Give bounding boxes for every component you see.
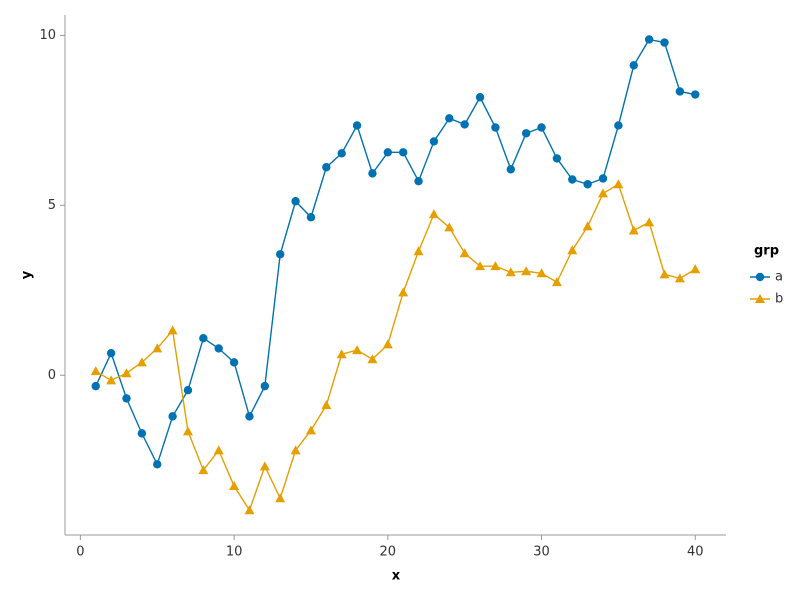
point	[168, 412, 177, 421]
point	[121, 368, 132, 378]
point	[290, 445, 301, 455]
point	[229, 358, 239, 367]
point	[244, 505, 255, 515]
point	[582, 221, 593, 231]
y-axis-title: y	[20, 270, 35, 279]
point	[214, 344, 223, 353]
point	[136, 357, 147, 367]
point	[352, 121, 362, 130]
legend-marker	[755, 294, 765, 303]
point	[106, 375, 117, 385]
point	[659, 269, 670, 279]
point	[367, 354, 378, 364]
point	[583, 180, 592, 189]
x-tick-label: 0	[76, 545, 84, 560]
point	[629, 61, 638, 70]
point	[521, 266, 532, 276]
point	[137, 429, 147, 438]
point	[552, 154, 562, 163]
point	[352, 345, 363, 355]
point	[551, 277, 562, 287]
point	[152, 343, 163, 353]
point	[429, 137, 439, 146]
point	[521, 129, 531, 138]
point	[306, 213, 316, 222]
legend-label: a	[775, 270, 783, 285]
point	[182, 426, 193, 436]
point	[460, 120, 469, 129]
point	[198, 465, 209, 475]
point	[122, 394, 131, 403]
legend-marker	[755, 272, 765, 282]
x-tick-label: 10	[226, 545, 243, 560]
y-tick-label: 10	[39, 28, 56, 43]
point	[398, 148, 408, 157]
point	[536, 268, 547, 278]
point	[414, 176, 423, 186]
point	[199, 334, 208, 343]
point	[90, 366, 101, 376]
point	[413, 246, 424, 256]
point	[428, 209, 439, 219]
point	[275, 493, 286, 503]
point	[305, 425, 316, 435]
point	[229, 481, 240, 491]
point	[382, 339, 393, 349]
point	[674, 273, 685, 283]
y-tick-label: 0	[48, 368, 56, 383]
point	[537, 123, 546, 132]
point	[628, 225, 639, 235]
point	[291, 197, 300, 206]
point	[153, 460, 162, 469]
x-tick-label: 40	[687, 545, 704, 560]
point	[276, 250, 285, 259]
point	[690, 264, 701, 274]
x-tick-label: 20	[380, 545, 397, 560]
legend-title: grp	[754, 244, 779, 259]
point	[183, 386, 193, 395]
point	[245, 412, 254, 421]
point	[614, 121, 623, 130]
point	[336, 349, 347, 359]
point	[644, 35, 654, 44]
x-axis-title: x	[392, 569, 401, 584]
point	[106, 348, 116, 358]
point	[506, 165, 515, 174]
point	[91, 381, 100, 391]
point	[644, 217, 655, 227]
y-tick-label: 5	[48, 198, 56, 213]
point	[260, 381, 270, 391]
point	[337, 149, 346, 158]
point	[505, 267, 516, 277]
series-line	[95, 38, 696, 467]
series-line	[95, 183, 696, 512]
point	[167, 325, 178, 335]
point	[475, 93, 485, 102]
point	[444, 222, 455, 232]
point	[613, 179, 624, 189]
x-tick-label: 30	[533, 545, 550, 560]
point	[490, 261, 501, 271]
point	[598, 188, 609, 198]
point	[383, 148, 393, 157]
point	[567, 245, 578, 255]
point	[398, 287, 409, 297]
point	[660, 38, 669, 47]
point	[568, 175, 577, 184]
point	[368, 169, 377, 178]
legend-label: b	[775, 292, 783, 307]
point	[491, 123, 500, 132]
point	[321, 400, 332, 410]
point	[322, 163, 331, 172]
point	[459, 248, 470, 258]
point	[445, 114, 454, 123]
point	[675, 87, 685, 96]
point	[598, 174, 608, 183]
point	[475, 261, 486, 271]
point	[259, 461, 270, 471]
point	[691, 90, 700, 99]
point	[213, 445, 224, 455]
